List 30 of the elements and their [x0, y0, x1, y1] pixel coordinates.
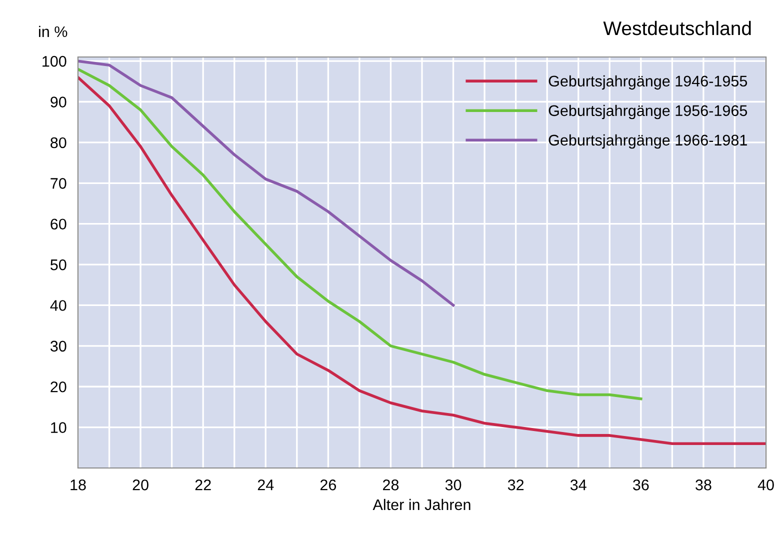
y-tick-label: 30 [50, 340, 66, 352]
y-tick-label: 90 [50, 96, 66, 108]
legend-label: Geburtsjahrgänge 1966-1981 [548, 134, 747, 149]
y-tick-label: 10 [51, 422, 66, 433]
y-tick-label: 20 [50, 381, 66, 392]
x-tick-label: 34 [570, 480, 586, 490]
y-tick-label: 40 [50, 300, 66, 311]
legend-label: Geburtsjahrgänge 1946-1955 [548, 75, 748, 90]
y-tick-label: 70 [50, 178, 66, 189]
y-tick-label: 80 [50, 137, 66, 148]
x-tick-label: 32 [508, 480, 524, 490]
y-tick-label: 100 [42, 56, 66, 67]
legend-label: Geburtsjahrgänge 1956-1965 [548, 104, 748, 120]
x-tick-label: 38 [696, 480, 712, 490]
y-tick-label: 50 [50, 259, 66, 270]
x-tick-label: 40 [758, 480, 774, 490]
line-series [78, 60, 455, 307]
x-tick-label: 18 [70, 480, 86, 490]
line-series [78, 76, 766, 445]
x-tick-label: 20 [132, 480, 148, 490]
x-tick-label: 22 [195, 480, 211, 490]
x-tick-label: 30 [445, 480, 462, 490]
x-tick-label: 28 [383, 480, 399, 490]
x-tick-label: 36 [632, 480, 649, 490]
y-tick-label: 60 [50, 218, 66, 230]
x-axis-title: Alter in Jahren [372, 498, 470, 510]
x-tick-label: 26 [320, 480, 336, 490]
chart-title: Westdeutschland [603, 20, 751, 36]
y-axis-title: in % [39, 26, 68, 38]
x-tick-label: 24 [258, 480, 274, 490]
